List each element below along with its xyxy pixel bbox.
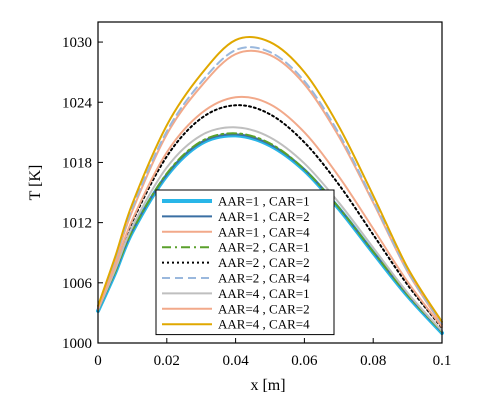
legend-label: AAR=1 , CAR=2 <box>218 209 310 224</box>
x-tick-label: 0.02 <box>154 353 180 369</box>
x-axis-ticks: 0 0.02 0.04 0.06 0.08 0.1 <box>94 338 451 369</box>
plot-frame <box>97 21 443 344</box>
y-tick-label: 1030 <box>62 35 92 51</box>
series-line-9 <box>97 35 443 323</box>
x-tick-label: 0.1 <box>433 353 452 369</box>
legend-label: AAR=4 , CAR=4 <box>218 317 310 332</box>
y-tick-label: 1024 <box>62 95 93 111</box>
legend-label: AAR=1 , CAR=4 <box>218 224 310 239</box>
legend-label: AAR=2 , CAR=1 <box>218 240 310 255</box>
y-tick-label: 1012 <box>62 216 92 232</box>
legend-label: AAR=2 , CAR=2 <box>218 255 310 270</box>
series-line-8 <box>97 95 443 328</box>
legend-box <box>155 189 335 336</box>
legend-label: AAR=2 , CAR=4 <box>218 271 310 286</box>
legend-label: AAR=4 , CAR=2 <box>218 301 310 316</box>
y-axis-label: T [K] <box>27 165 44 201</box>
x-axis-label: x [m] <box>250 377 285 394</box>
series-line-6 <box>97 46 443 325</box>
series-line-7 <box>97 126 443 332</box>
legend-label: AAR=4 , CAR=1 <box>218 286 310 301</box>
x-tick-label: 0.08 <box>360 353 386 369</box>
y-tick-label: 1006 <box>62 276 93 292</box>
x-tick-label: 0 <box>94 353 102 369</box>
y-tick-label: 1000 <box>62 336 92 352</box>
x-tick-label: 0.04 <box>222 353 249 369</box>
y-axis-ticks: 1000 1006 1012 1018 1024 1030 <box>62 35 103 352</box>
x-tick-label: 0.06 <box>291 353 318 369</box>
y-tick-label: 1018 <box>62 155 92 171</box>
series-line-4 <box>97 132 443 333</box>
series-layer <box>96 35 444 335</box>
legend-label: AAR=1 , CAR=1 <box>218 194 310 209</box>
